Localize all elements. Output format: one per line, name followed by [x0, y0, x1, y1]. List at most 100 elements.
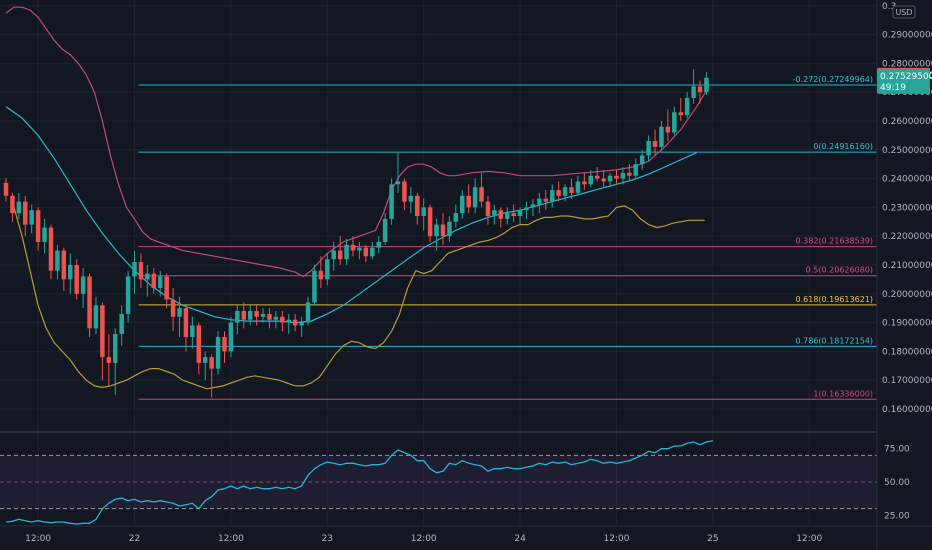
candle: [119, 305, 124, 346]
candle: [498, 207, 504, 228]
candle: [42, 218, 47, 254]
candle: [639, 149, 645, 170]
candle-body: [247, 311, 253, 320]
candle: [286, 313, 291, 335]
candle-body: [325, 259, 330, 280]
candle: [524, 201, 529, 219]
candle-body: [601, 178, 606, 182]
fibonacci-retracement[interactable]: -0.272(0.27249964) 0(0.24916160) 0.382(0.2…: [138, 75, 877, 400]
candle-body: [157, 276, 163, 288]
candle: [530, 198, 536, 216]
candle: [646, 135, 651, 162]
candle: [247, 305, 253, 326]
candle-body: [125, 276, 131, 314]
candle-body: [16, 201, 22, 214]
time-tick-label: 12:00: [218, 534, 244, 544]
candle-body: [164, 276, 169, 300]
candle-body: [504, 213, 510, 219]
candle-body: [691, 86, 696, 98]
candle: [145, 264, 150, 297]
price-axis[interactable]: 0.30.290000000.280000000.270000000.26000…: [882, 2, 932, 415]
candle-body: [408, 195, 414, 202]
candle-body: [389, 184, 394, 219]
candle-body: [35, 210, 41, 242]
time-axis[interactable]: 12:00 22 12:00 23 12:00 24 12:00 25 12:00: [25, 534, 822, 544]
candle: [633, 158, 639, 179]
candle-body: [517, 210, 523, 216]
candle: [228, 316, 234, 358]
candle-body: [659, 126, 664, 147]
candle: [280, 311, 285, 332]
candle: [659, 120, 664, 150]
candle: [678, 97, 683, 121]
candle: [202, 351, 208, 381]
candle: [479, 172, 484, 208]
price-tick-label: 0.17000000: [882, 376, 932, 386]
candle-body: [280, 316, 285, 323]
candle: [440, 213, 446, 245]
candle: [331, 241, 336, 271]
candle-body: [267, 313, 272, 320]
candle-body: [672, 112, 677, 133]
candle-body: [652, 141, 658, 147]
candle: [23, 195, 28, 237]
candle: [492, 204, 497, 225]
candle-body: [337, 250, 343, 260]
candle: [556, 181, 561, 202]
price-tick-label: 0.23000000: [882, 203, 932, 213]
candle: [318, 256, 324, 288]
candle-body: [183, 308, 189, 337]
candle-body: [402, 181, 407, 202]
fib-level-label: 0.382(0.21638539): [796, 237, 874, 246]
currency-unit-label: USD: [895, 8, 912, 17]
candle-body: [447, 221, 452, 237]
candle-body: [530, 204, 536, 208]
candle: [466, 184, 471, 214]
candle: [55, 244, 60, 280]
candle: [620, 167, 626, 185]
candle-body: [23, 201, 28, 225]
fib-level-label: 0.618(0.19613621): [796, 295, 874, 304]
candle-body: [472, 187, 478, 208]
candle-body: [190, 325, 195, 337]
rsi-axis[interactable]: 75.00 50.00 25.00: [884, 445, 910, 522]
fib-level-label: 0.5(0.20626080): [806, 266, 873, 275]
candle: [29, 204, 34, 234]
candle: [627, 164, 632, 182]
candle-body: [627, 172, 632, 176]
price-tick-label: 0.18000000: [882, 347, 932, 357]
candle-body: [582, 181, 587, 185]
candle: [376, 236, 381, 254]
candle: [382, 213, 388, 245]
candle: [344, 239, 349, 265]
candle-body: [350, 244, 356, 251]
candle: [665, 109, 671, 142]
candle: [61, 247, 67, 291]
candle: [614, 169, 619, 185]
fib-level-label: 1(0.16336000): [813, 389, 873, 398]
price-tick-label: 0.19000000: [882, 319, 932, 329]
candle: [74, 259, 79, 300]
candle-body: [620, 172, 626, 179]
candles: [3, 69, 709, 398]
price-tick-label: 0.28000000: [882, 59, 932, 69]
candle: [325, 253, 330, 286]
currency-unit[interactable]: USD: [892, 5, 916, 19]
fib-level-label: -0.272(0.27249964): [793, 75, 873, 84]
candle-body: [292, 319, 298, 326]
candle-body: [344, 244, 349, 260]
candle-body: [241, 311, 247, 320]
candle: [575, 175, 581, 196]
candle-body: [119, 313, 124, 335]
candle-body: [55, 250, 60, 271]
candle-body: [87, 276, 92, 329]
candle-body: [112, 334, 118, 363]
time-tick-label: 25: [707, 534, 718, 544]
candle: [106, 334, 112, 386]
candle-body: [80, 276, 86, 294]
rsi-tick-label: 50.00: [884, 478, 910, 488]
candle: [350, 236, 356, 257]
candle-body: [543, 198, 549, 202]
